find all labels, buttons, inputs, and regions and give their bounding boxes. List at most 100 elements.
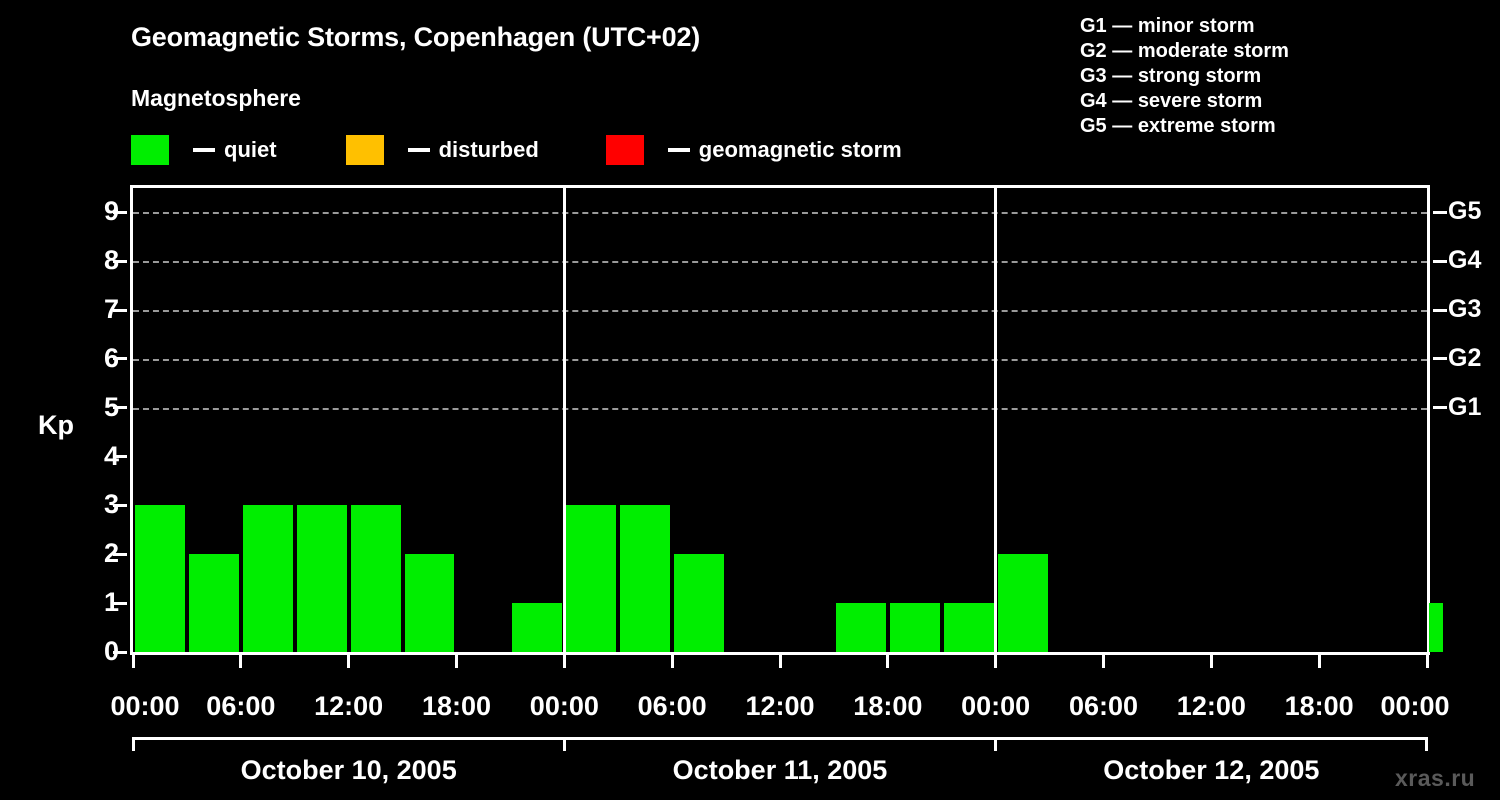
y-tick-label: 8: [103, 245, 119, 276]
bar: [404, 554, 455, 652]
bar: [674, 554, 725, 652]
x-tick-mark: [1209, 655, 1213, 668]
day-divider: [562, 188, 566, 652]
date-label: October 11, 2005: [672, 755, 888, 785]
page-title: Geomagnetic Storms, Copenhagen (UTC+02): [131, 22, 701, 52]
gridline: [133, 358, 1427, 361]
x-tick-label: 00:00: [529, 691, 599, 721]
y-tick-mark: [113, 308, 127, 312]
x-tick-label: 18:00: [421, 691, 492, 721]
y-tick-mark: [113, 210, 127, 214]
bar: [835, 603, 886, 652]
bar: [566, 505, 617, 652]
bar: [943, 603, 994, 652]
g-legend-dash: —: [1106, 115, 1138, 137]
plot-inner: [133, 188, 1443, 652]
legend-dash-icon: [667, 148, 690, 152]
g-tick-label: G5: [1448, 197, 1482, 226]
g-legend-dash: —: [1106, 15, 1138, 37]
legend-label-quiet: quiet: [224, 137, 277, 162]
day-divider: [994, 188, 998, 652]
bar: [889, 603, 940, 652]
g-legend-row: G3 — strong storm: [1080, 64, 1289, 89]
bar: [188, 554, 239, 652]
y-tick-label: 2: [103, 538, 119, 569]
y-tick-label: 0: [103, 636, 119, 666]
watermark: xras.ru: [1395, 765, 1476, 791]
x-tick-mark: [1425, 655, 1429, 668]
gridline: [133, 407, 1427, 410]
g-legend-row: G5 — extreme storm: [1080, 114, 1289, 139]
g-tick-label: G3: [1448, 295, 1482, 324]
chart-subtitle: Magnetosphere: [131, 85, 301, 111]
date-label: October 10, 2005: [240, 755, 457, 785]
bar: [350, 505, 401, 652]
g-legend-desc: minor storm: [1137, 15, 1255, 37]
x-tick-label: 00:00: [110, 691, 180, 721]
y-axis-title: Kp: [38, 410, 74, 440]
x-tick-label: 06:00: [206, 691, 276, 721]
g-legend-code: G4: [1080, 90, 1107, 112]
date-bracket: [562, 737, 998, 751]
g-tick-mark: [1433, 357, 1447, 361]
x-tick-label: 00:00: [961, 691, 1031, 721]
g-legend-row: G1 — minor storm: [1080, 14, 1289, 39]
x-tick-mark: [131, 655, 135, 668]
gridline: [133, 310, 1427, 313]
g-tick-label: G4: [1448, 246, 1482, 275]
y-tick-label: 3: [103, 489, 119, 520]
plot-area: [130, 185, 1443, 655]
storm-swatch: [605, 135, 644, 165]
g-scale-legend: G1 — minor storm G2 — moderate storm G3 …: [1080, 14, 1289, 139]
g-legend-desc: strong storm: [1137, 65, 1262, 87]
y-tick-mark: [113, 455, 127, 459]
x-tick-mark: [562, 655, 566, 668]
x-tick-label: 12:00: [1176, 691, 1246, 721]
x-tick-label: 18:00: [1284, 691, 1354, 721]
legend-entry-storm: geomagnetic storm: [605, 133, 902, 167]
date-bracket: [131, 737, 566, 751]
x-tick-mark: [1102, 655, 1105, 668]
bar: [997, 554, 1048, 652]
bar: [296, 505, 347, 652]
g-legend-desc: severe storm: [1137, 90, 1263, 112]
legend-entry-disturbed: disturbed: [345, 133, 539, 167]
x-tick-label: 06:00: [1068, 691, 1139, 721]
bar: [620, 505, 671, 652]
bar: [1429, 603, 1443, 652]
gridline: [133, 261, 1427, 264]
legend-dash-icon: [407, 148, 430, 152]
disturbed-swatch: [345, 135, 384, 165]
x-tick-mark: [994, 655, 998, 668]
y-tick-mark: [113, 650, 127, 654]
g-legend-code: G5: [1080, 115, 1107, 137]
g-legend-code: G3: [1080, 65, 1107, 87]
g-legend-row: G2 — moderate storm: [1080, 39, 1289, 64]
g-legend-dash: —: [1106, 65, 1138, 87]
x-tick-label: 00:00: [1380, 691, 1450, 721]
g-legend-row: G4 — severe storm: [1080, 89, 1289, 114]
g-legend-code: G1: [1080, 15, 1107, 37]
y-tick-label: 5: [103, 391, 119, 422]
y-tick-label: 7: [103, 294, 119, 325]
g-tick-label: G1: [1448, 392, 1482, 421]
y-tick-mark: [113, 357, 127, 361]
legend-label-storm: geomagnetic storm: [698, 137, 902, 162]
x-tick-label: 12:00: [314, 691, 384, 721]
y-tick-label: 4: [103, 440, 119, 471]
x-tick-mark: [1317, 655, 1321, 668]
x-tick-mark: [347, 655, 351, 668]
y-tick-label: 1: [103, 587, 119, 618]
date-bracket: [994, 737, 1429, 751]
g-tick-mark: [1433, 308, 1447, 312]
g-tick-label: G2: [1448, 343, 1482, 372]
gridline: [133, 212, 1427, 215]
legend-label-disturbed: disturbed: [438, 137, 539, 162]
g-legend-dash: —: [1106, 40, 1138, 62]
x-tick-mark: [239, 655, 243, 668]
x-tick-mark: [778, 655, 782, 668]
g-legend-desc: moderate storm: [1137, 40, 1289, 62]
y-tick-mark: [113, 601, 127, 605]
x-tick-label: 06:00: [637, 691, 707, 721]
bar: [242, 505, 293, 652]
